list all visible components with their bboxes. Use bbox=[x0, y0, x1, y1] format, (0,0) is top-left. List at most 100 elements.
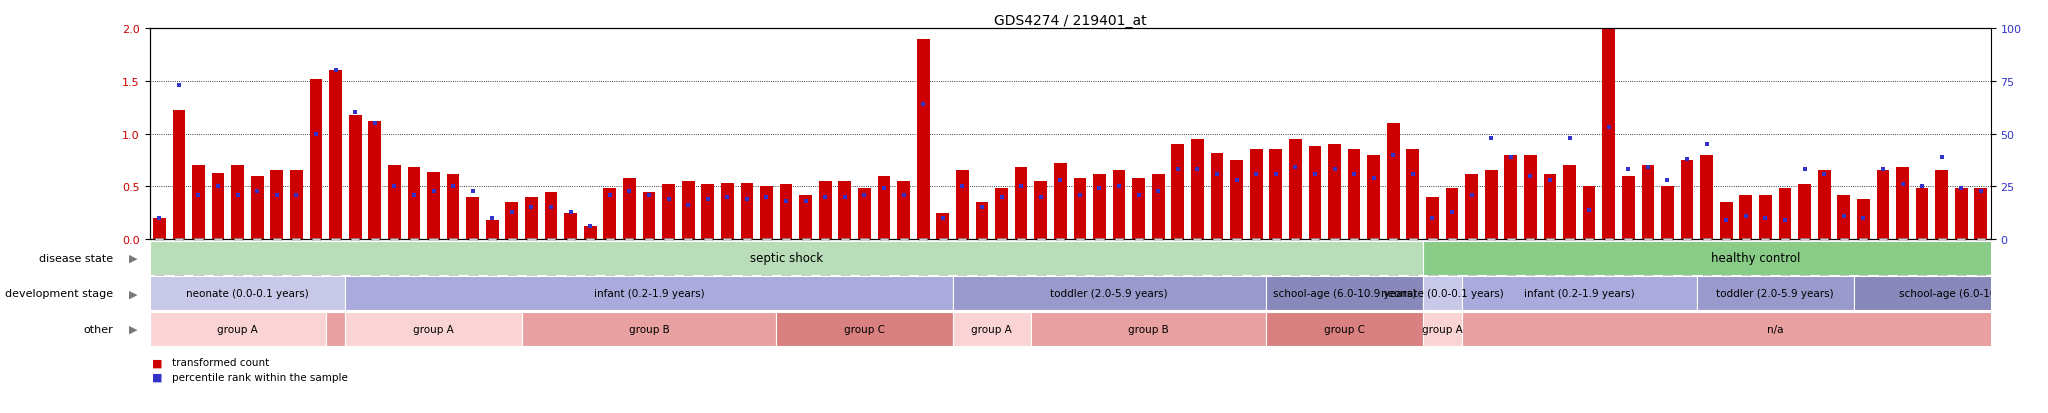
Bar bbox=[838, 182, 852, 240]
Point bbox=[1239, 171, 1272, 178]
Text: GSM648670: GSM648670 bbox=[940, 240, 946, 284]
Point bbox=[612, 188, 645, 195]
Text: group B: group B bbox=[1128, 324, 1169, 334]
Point bbox=[260, 192, 293, 199]
Point bbox=[1632, 165, 1665, 171]
Point bbox=[1671, 156, 1704, 163]
Point bbox=[358, 121, 391, 127]
Text: GSM648650: GSM648650 bbox=[1018, 240, 1024, 284]
Text: GSM648682: GSM648682 bbox=[274, 240, 281, 284]
Text: GSM648624: GSM648624 bbox=[1176, 240, 1182, 284]
Point bbox=[829, 194, 862, 201]
Point bbox=[1063, 192, 1096, 199]
Bar bbox=[1642, 166, 1655, 240]
Text: GSM648700: GSM648700 bbox=[1704, 240, 1710, 284]
Text: GSM648645: GSM648645 bbox=[391, 240, 397, 284]
Text: GSM648698: GSM648698 bbox=[293, 240, 299, 284]
Bar bbox=[700, 185, 715, 240]
Text: GSM648600: GSM648600 bbox=[606, 240, 612, 284]
Point bbox=[1729, 213, 1761, 220]
Point bbox=[319, 68, 352, 74]
Point bbox=[788, 198, 821, 205]
Text: GSM648708: GSM648708 bbox=[313, 240, 319, 284]
Text: GSM648620: GSM648620 bbox=[195, 240, 201, 284]
Bar bbox=[1915, 189, 1929, 240]
Point bbox=[1397, 171, 1430, 178]
Bar bbox=[1094, 174, 1106, 240]
Bar bbox=[211, 173, 225, 240]
Point bbox=[379, 183, 412, 190]
Text: infant (0.2-1.9 years): infant (0.2-1.9 years) bbox=[594, 289, 705, 299]
Bar bbox=[1720, 203, 1733, 240]
Text: GSM648690: GSM648690 bbox=[1645, 240, 1651, 284]
Text: GSM648601: GSM648601 bbox=[1096, 240, 1102, 284]
Bar bbox=[897, 182, 909, 240]
Text: GSM648603: GSM648603 bbox=[821, 240, 827, 284]
Point bbox=[1866, 167, 1898, 173]
Bar bbox=[231, 166, 244, 240]
Point bbox=[1456, 192, 1489, 199]
Bar bbox=[291, 171, 303, 240]
Text: GSM648623: GSM648623 bbox=[666, 240, 672, 284]
Bar bbox=[506, 203, 518, 240]
Bar bbox=[1112, 171, 1126, 240]
Bar bbox=[1837, 195, 1849, 240]
Text: GSM648634: GSM648634 bbox=[1233, 240, 1239, 284]
Point bbox=[711, 194, 743, 201]
Bar bbox=[799, 195, 811, 240]
Text: GSM648688: GSM648688 bbox=[1978, 240, 1985, 284]
Bar bbox=[1563, 166, 1575, 240]
Bar bbox=[1270, 150, 1282, 240]
Bar bbox=[1462, 277, 1698, 311]
Text: GSM648595: GSM648595 bbox=[352, 240, 358, 284]
Text: GSM648646: GSM648646 bbox=[215, 240, 221, 284]
Text: GSM648636: GSM648636 bbox=[686, 240, 690, 284]
Bar bbox=[918, 40, 930, 240]
Point bbox=[731, 196, 764, 203]
Point bbox=[475, 215, 508, 222]
Text: GSM648707: GSM648707 bbox=[958, 240, 965, 284]
Point bbox=[907, 102, 940, 108]
Text: group C: group C bbox=[844, 324, 885, 334]
Bar bbox=[408, 168, 420, 240]
Point bbox=[1415, 215, 1448, 222]
Text: GSM648648: GSM648648 bbox=[1253, 240, 1260, 284]
Text: healthy control: healthy control bbox=[1710, 252, 1800, 265]
Point bbox=[1122, 192, 1155, 199]
Point bbox=[1436, 209, 1468, 216]
Text: GSM648715: GSM648715 bbox=[1057, 240, 1063, 284]
Bar bbox=[348, 115, 362, 240]
Text: GSM648702: GSM648702 bbox=[782, 240, 788, 284]
Bar bbox=[524, 197, 539, 240]
Point bbox=[1475, 135, 1507, 142]
Point bbox=[1907, 183, 1939, 190]
Text: GSM648647: GSM648647 bbox=[412, 240, 418, 284]
Bar bbox=[995, 189, 1008, 240]
Point bbox=[1278, 165, 1311, 171]
Bar bbox=[1462, 312, 2048, 346]
Text: ■: ■ bbox=[152, 372, 162, 382]
Bar bbox=[150, 241, 1423, 275]
Text: GSM648651: GSM648651 bbox=[1272, 240, 1278, 284]
Bar bbox=[741, 184, 754, 240]
Bar bbox=[446, 174, 459, 240]
Bar bbox=[1133, 178, 1145, 240]
Bar bbox=[309, 79, 322, 240]
Text: septic shock: septic shock bbox=[750, 252, 823, 265]
Bar bbox=[1425, 197, 1440, 240]
Bar bbox=[975, 203, 989, 240]
Point bbox=[770, 198, 803, 205]
Text: GSM648683: GSM648683 bbox=[743, 240, 750, 284]
Point bbox=[1534, 177, 1567, 184]
Point bbox=[1573, 207, 1606, 214]
Text: ■: ■ bbox=[152, 358, 162, 368]
Bar bbox=[326, 312, 346, 346]
Point bbox=[651, 196, 684, 203]
Bar bbox=[936, 213, 948, 240]
Bar bbox=[565, 213, 578, 240]
Bar bbox=[1266, 312, 1423, 346]
Point bbox=[182, 192, 215, 199]
Text: GSM648615: GSM648615 bbox=[979, 240, 985, 284]
Text: GSM648695: GSM648695 bbox=[528, 240, 535, 284]
Text: ▶: ▶ bbox=[129, 253, 137, 263]
